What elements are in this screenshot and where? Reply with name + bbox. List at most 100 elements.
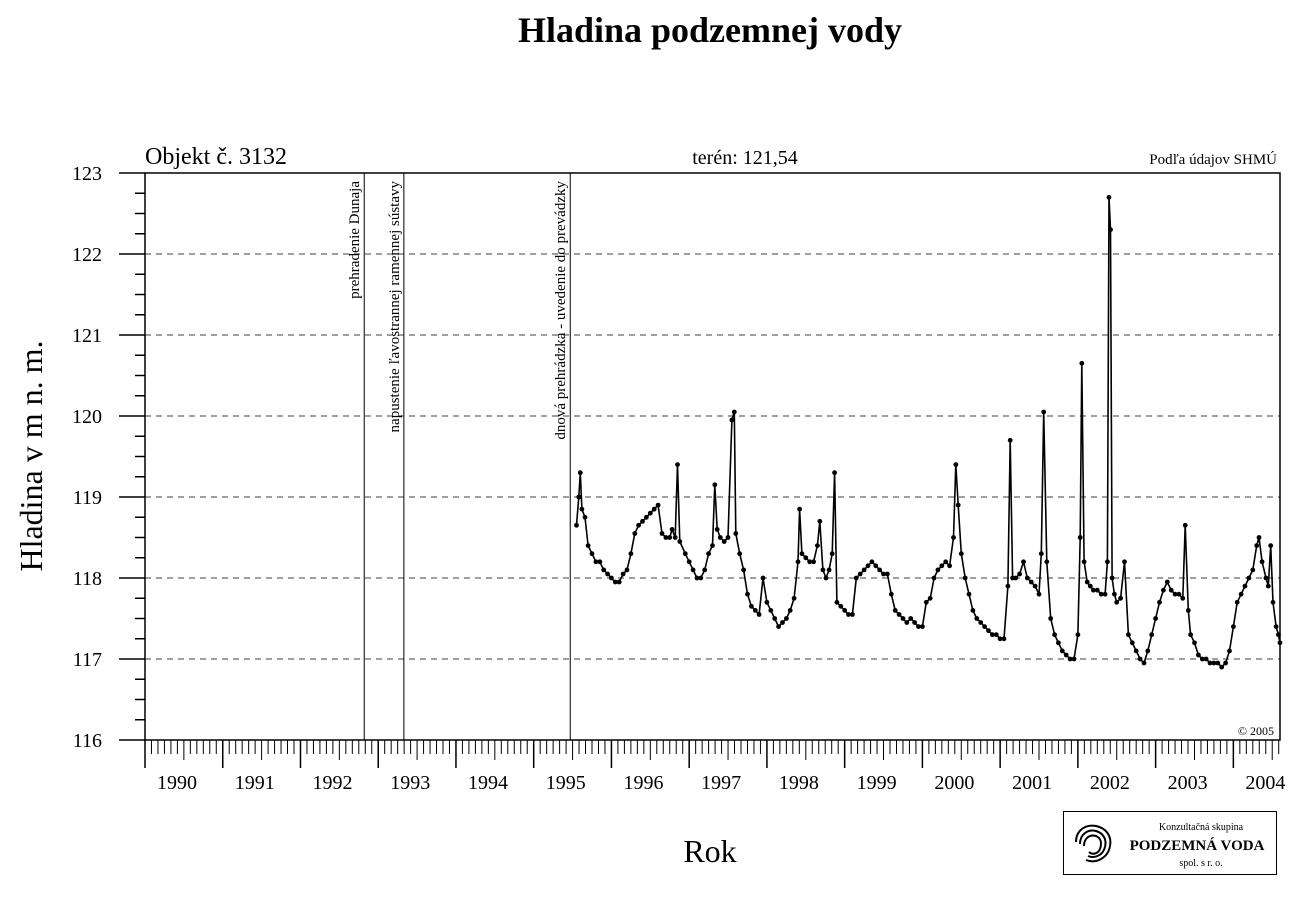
data-point (745, 591, 750, 597)
data-point (1199, 656, 1205, 662)
data-point (820, 567, 826, 573)
data-point (647, 510, 653, 516)
data-point (920, 624, 925, 629)
y-tick-label: 116 (73, 730, 102, 752)
data-point (1098, 591, 1104, 597)
data-point (943, 559, 949, 565)
data-point (714, 527, 720, 532)
data-point (850, 612, 855, 617)
data-point (1017, 571, 1022, 577)
data-point (1223, 660, 1228, 666)
data-point (772, 616, 778, 621)
data-point (682, 551, 688, 557)
data-point (823, 575, 829, 581)
data-point (1028, 579, 1034, 585)
data-point (803, 555, 809, 561)
data-point (1238, 591, 1244, 597)
data-point (1268, 543, 1274, 548)
data-point (1231, 624, 1236, 629)
data-point (669, 527, 675, 532)
data-point (1077, 535, 1083, 540)
data-point (1259, 559, 1265, 565)
data-point (962, 575, 968, 581)
data-point (1001, 636, 1007, 642)
data-point (1005, 583, 1011, 589)
data-point (857, 571, 863, 577)
data-point (974, 616, 980, 621)
data-point (1063, 652, 1069, 658)
data-point (1048, 616, 1054, 621)
x-tick-label: 2001 (1012, 772, 1052, 794)
data-point (597, 559, 603, 565)
data-point (694, 575, 700, 581)
x-tick-label: 1990 (157, 772, 197, 794)
data-point (717, 535, 723, 540)
copyright-label: © 2005 (1238, 724, 1274, 738)
data-point (731, 409, 737, 415)
object-label: Objekt č. 3132 (145, 144, 287, 170)
data-point (1114, 599, 1120, 605)
data-point (712, 482, 718, 488)
data-point (620, 571, 626, 577)
data-point (904, 620, 910, 625)
data-point (817, 518, 823, 524)
logo-line3: spol. s r. o. (1179, 858, 1223, 869)
data-point (698, 575, 704, 581)
data-point (702, 567, 708, 573)
data-point (667, 535, 673, 540)
x-tick-label: 1992 (312, 772, 352, 794)
data-point (1041, 409, 1047, 415)
x-tick-label: 1999 (857, 772, 897, 794)
data-point (1161, 587, 1166, 593)
data-point (838, 603, 844, 609)
grid (145, 253, 1280, 660)
data-point (1013, 575, 1019, 581)
y-tick-label: 122 (72, 244, 102, 266)
data-point (1227, 648, 1232, 654)
data-point (1192, 640, 1197, 646)
data-point (1137, 656, 1143, 662)
data-point (749, 603, 754, 609)
data-point (1164, 579, 1170, 585)
x-tick-label: 1997 (701, 772, 741, 794)
data-point (1182, 522, 1188, 528)
data-point (1196, 652, 1201, 658)
data-point (900, 616, 906, 621)
data-point (1141, 660, 1147, 666)
data-point (1032, 583, 1038, 589)
data-point (675, 462, 680, 467)
data-point (1112, 591, 1117, 597)
data-point (1094, 587, 1100, 593)
data-point (1084, 579, 1090, 585)
data-point (1211, 660, 1217, 666)
x-tick-label: 1995 (546, 772, 586, 794)
event-label: prehradenie Dunaja (347, 181, 363, 299)
data-point (593, 559, 599, 565)
data-point (624, 567, 630, 573)
data-point (842, 608, 848, 613)
data-point (853, 575, 859, 581)
data-point (1024, 575, 1030, 581)
data-point (672, 535, 678, 540)
data-point (832, 470, 837, 476)
data-point (1207, 660, 1213, 666)
data-point (1079, 360, 1085, 366)
data-point (601, 567, 607, 573)
data-point (923, 599, 929, 605)
data-point (690, 567, 696, 573)
y-axis: 116 117 118 119 120 121 122 123 (72, 163, 145, 752)
data-point (764, 599, 770, 605)
data-point (1126, 632, 1131, 638)
data-point (787, 608, 793, 613)
data-point (791, 595, 797, 601)
data-point (1172, 591, 1178, 597)
data-point (733, 531, 739, 536)
chart-title: Hladina podzemnej vody (518, 10, 902, 50)
x-tick-label: 1991 (235, 772, 275, 794)
y-tick-label: 121 (72, 325, 102, 347)
data-point (1044, 559, 1050, 565)
data-point (628, 551, 634, 557)
data-point (1133, 648, 1139, 654)
data-point (1106, 194, 1112, 200)
company-logo: Konzultačná skupina PODZEMNÁ VODA spol. … (1063, 811, 1277, 875)
